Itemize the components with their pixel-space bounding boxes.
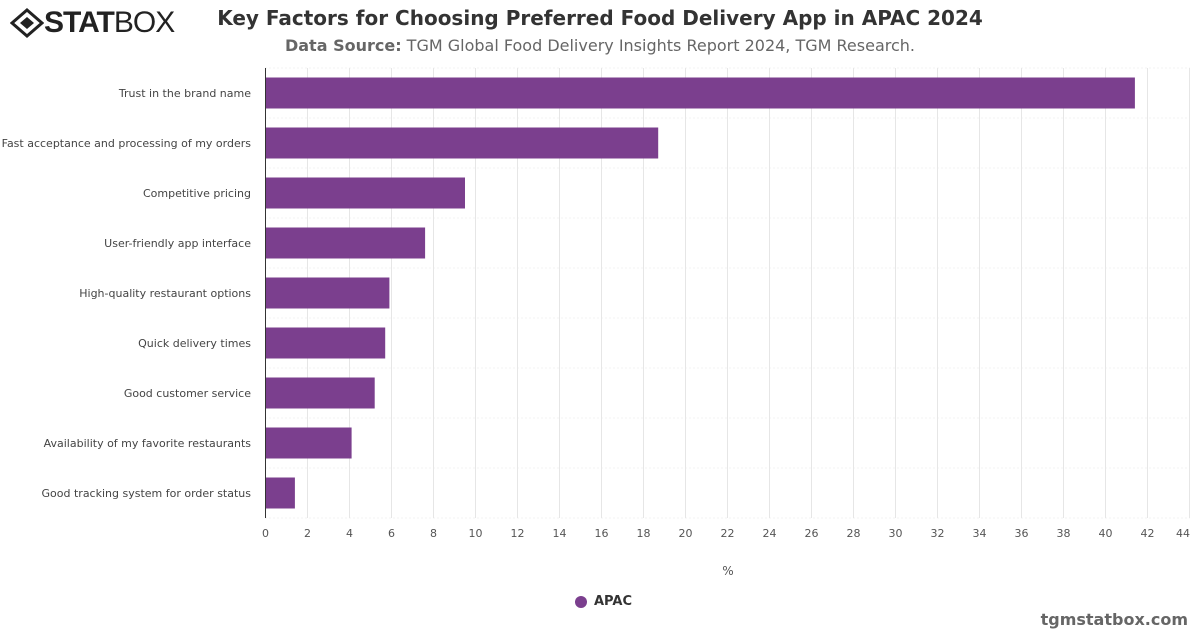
chart-title: Key Factors for Choosing Preferred Food … [217, 6, 983, 30]
bar [265, 77, 1135, 109]
bar [265, 127, 659, 159]
category-label: Trust in the brand name [118, 87, 251, 100]
x-tick-label: 32 [931, 527, 945, 540]
x-tick-label: 28 [847, 527, 861, 540]
bar [265, 377, 375, 409]
x-tick-label: 2 [304, 527, 311, 540]
statbox-logo: STATBOX [10, 6, 175, 40]
diamond-logo-icon [10, 8, 44, 38]
bar [265, 227, 426, 259]
legend-marker [575, 595, 587, 608]
x-tick-label: 34 [973, 527, 987, 540]
x-tick-label: 12 [511, 527, 525, 540]
x-tick-label: 0 [262, 527, 269, 540]
x-tick-label: 24 [763, 527, 777, 540]
bar [265, 327, 386, 359]
category-label: Availability of my favorite restaurants [44, 437, 252, 450]
category-label: Competitive pricing [143, 187, 251, 200]
x-tick-label: 42 [1141, 527, 1155, 540]
category-label: Quick delivery times [138, 337, 251, 350]
x-tick-label: 8 [430, 527, 437, 540]
category-label: Fast acceptance and processing of my ord… [2, 137, 252, 150]
bar [265, 477, 295, 509]
x-tick-label: 4 [346, 527, 353, 540]
x-tick-label: 14 [553, 527, 567, 540]
legend-item-apac[interactable]: APAC [575, 594, 632, 609]
x-tick-label: 40 [1099, 527, 1113, 540]
x-tick-label: 16 [595, 527, 609, 540]
x-tick-label: 10 [469, 527, 483, 540]
x-tick-label: 26 [805, 527, 819, 540]
x-tick-label: 30 [889, 527, 903, 540]
bar [265, 277, 390, 309]
x-tick-label: 6 [388, 527, 395, 540]
category-label: User-friendly app interface [104, 237, 251, 250]
site-credit: tgmstatbox.com [1040, 610, 1188, 629]
source-label: Data Source: [284, 36, 402, 55]
bar [265, 177, 465, 209]
logo-text: STATBOX [44, 6, 175, 39]
bar [265, 427, 352, 459]
x-axis-title: % [722, 564, 733, 578]
x-tick-label: 44 [1176, 527, 1190, 540]
legend-label: APAC [594, 594, 632, 609]
x-tick-label: 22 [721, 527, 735, 540]
chart-subtitle: Data Source: TGM Global Food Delivery In… [0, 36, 1200, 55]
x-tick-label: 38 [1057, 527, 1071, 540]
x-tick-label: 18 [637, 527, 651, 540]
x-tick-label: 36 [1015, 527, 1029, 540]
category-label: Good customer service [124, 387, 251, 400]
category-label: Good tracking system for order status [42, 487, 252, 500]
source-text: TGM Global Food Delivery Insights Report… [401, 36, 916, 55]
x-tick-label: 20 [679, 527, 693, 540]
category-label: High-quality restaurant options [79, 287, 251, 300]
